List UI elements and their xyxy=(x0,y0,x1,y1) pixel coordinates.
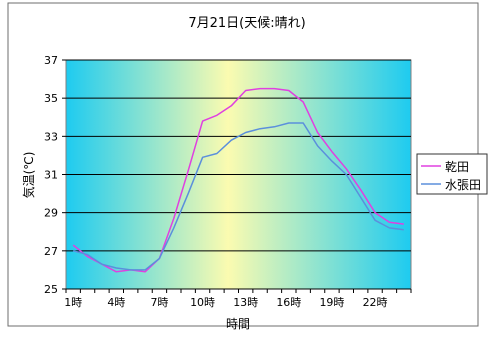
y-tick-label: 25 xyxy=(44,283,58,296)
y-axis-ticks: 25 27 29 31 33 35 37 xyxy=(44,54,66,296)
x-tick-label: 22時 xyxy=(363,296,388,309)
y-tick-label: 35 xyxy=(44,92,58,105)
x-axis-ticks: 1時 4時 7時 10時 13時 16時 19時 22時 xyxy=(64,289,412,309)
y-tick-label: 29 xyxy=(44,207,58,220)
x-tick-label: 7時 xyxy=(150,296,168,309)
x-tick-label: 4時 xyxy=(107,296,125,309)
legend: 乾田 水張田 xyxy=(416,153,488,195)
series-lines xyxy=(72,87,404,273)
y-tick-label: 31 xyxy=(44,169,58,182)
x-tick-label: 1時 xyxy=(64,296,82,309)
x-tick-label: 13時 xyxy=(233,296,258,309)
x-tick-label: 10時 xyxy=(190,296,215,309)
y-tick-label: 37 xyxy=(44,54,58,67)
x-axis-title: 時間 xyxy=(226,317,250,331)
legend-label-kanden: 乾田 xyxy=(445,160,469,174)
x-tick-label: 16時 xyxy=(276,296,301,309)
y-axis-title: 気温(℃) xyxy=(21,152,36,199)
chart-title: 7月21日(天候:晴れ) xyxy=(188,16,305,31)
y-tick-label: 27 xyxy=(44,245,58,258)
series-line xyxy=(73,122,404,271)
legend-box xyxy=(416,153,488,195)
y-tick-label: 33 xyxy=(44,130,58,143)
x-tick-label: 19時 xyxy=(319,296,344,309)
legend-label-mizuhari: 水張田 xyxy=(445,178,481,192)
